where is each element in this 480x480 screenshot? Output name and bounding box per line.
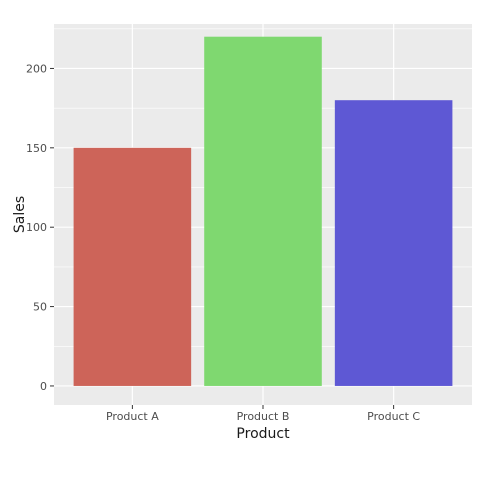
bar-product-c (334, 100, 453, 386)
y-axis: 0 50 100 150 200 (26, 62, 54, 393)
bars (73, 36, 453, 386)
y-tick-label: 0 (40, 380, 47, 393)
x-tick-label: Product B (237, 410, 290, 423)
bar-product-a (73, 147, 192, 386)
x-tick-label: Product A (106, 410, 159, 423)
y-tick-label: 100 (26, 221, 47, 234)
bar-product-b (204, 36, 322, 386)
y-tick-label: 150 (26, 142, 47, 155)
y-tick-label: 50 (33, 301, 47, 314)
x-axis-title: Product (236, 426, 290, 442)
y-tick-label: 200 (26, 62, 47, 75)
x-axis: Product A Product B Product C (106, 405, 420, 423)
y-axis-title: Sales (12, 196, 28, 233)
x-tick-label: Product C (367, 410, 420, 423)
